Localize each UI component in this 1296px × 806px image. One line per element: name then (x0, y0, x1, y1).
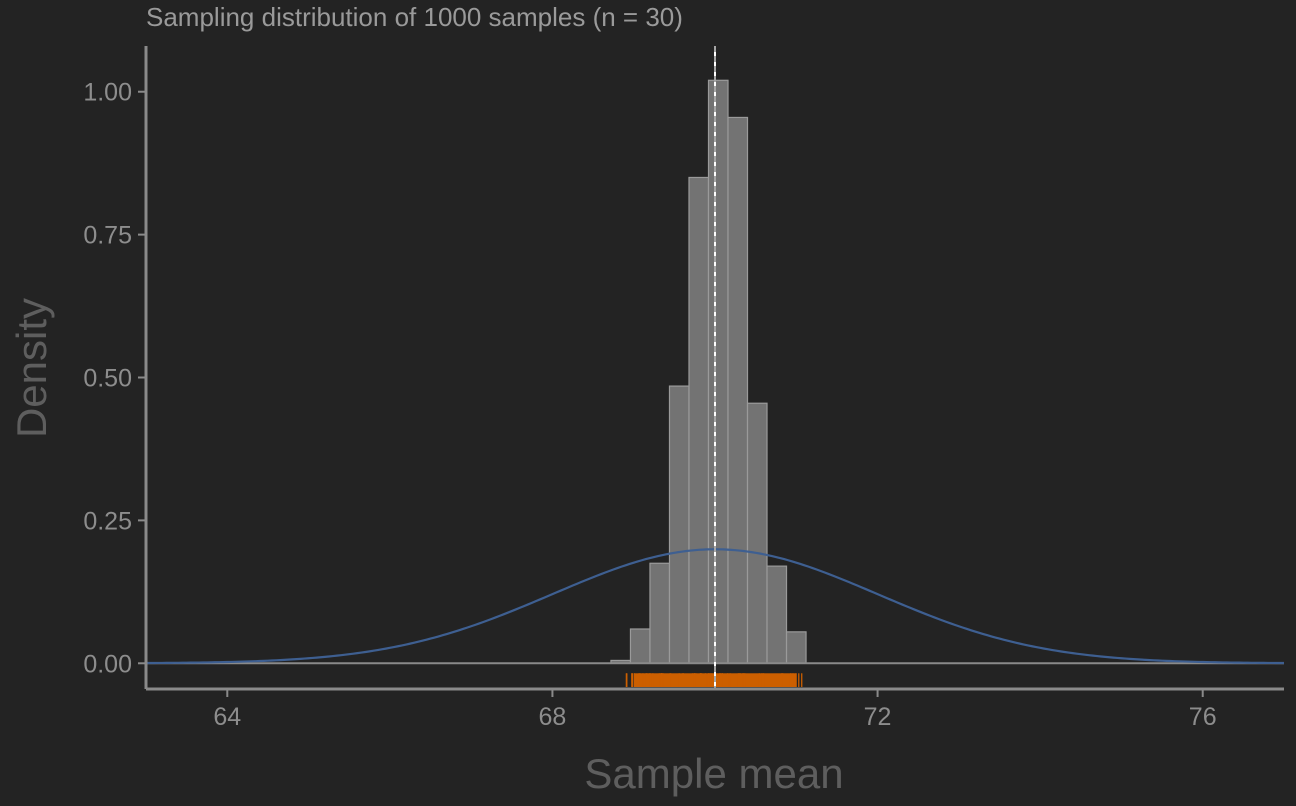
histogram-bar-9 (766, 565, 788, 664)
y-tick-label: 0.75 (83, 222, 132, 250)
plot-area: 0.00 0.25 0.50 0.75 1.00 64 68 72 76 (83, 46, 1285, 731)
histogram-bar-5 (688, 176, 710, 664)
chart-title: Sampling distribution of 1000 samples (n… (146, 2, 683, 32)
x-tick-label: 64 (213, 703, 241, 731)
x-tick-label: 76 (1189, 703, 1217, 731)
histogram-bar-10 (785, 631, 807, 664)
histogram-bar-3 (649, 562, 671, 664)
y-tick-label: 1.00 (83, 79, 132, 107)
histogram-bar-6 (707, 79, 729, 664)
x-tick-label: 68 (539, 703, 567, 731)
histogram-bar-4 (668, 385, 690, 664)
x-axis-title: Sample mean (584, 750, 843, 797)
histogram-bar-2 (629, 628, 651, 664)
y-tick-label: 0.00 (83, 650, 132, 678)
x-tick-label: 72 (864, 703, 892, 731)
histogram-bar-7 (727, 116, 749, 664)
y-tick-label: 0.25 (83, 507, 132, 535)
y-axis-title: Density (8, 298, 55, 438)
histogram-bar-8 (746, 402, 768, 664)
y-tick-label: 0.50 (83, 365, 132, 393)
